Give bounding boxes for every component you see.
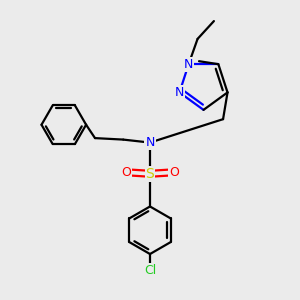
Text: O: O [121, 166, 131, 179]
Text: N: N [175, 86, 184, 99]
Text: N: N [145, 136, 155, 149]
Text: O: O [169, 166, 179, 179]
Text: Cl: Cl [144, 264, 156, 277]
Text: N: N [184, 58, 193, 71]
Text: S: S [146, 167, 154, 181]
